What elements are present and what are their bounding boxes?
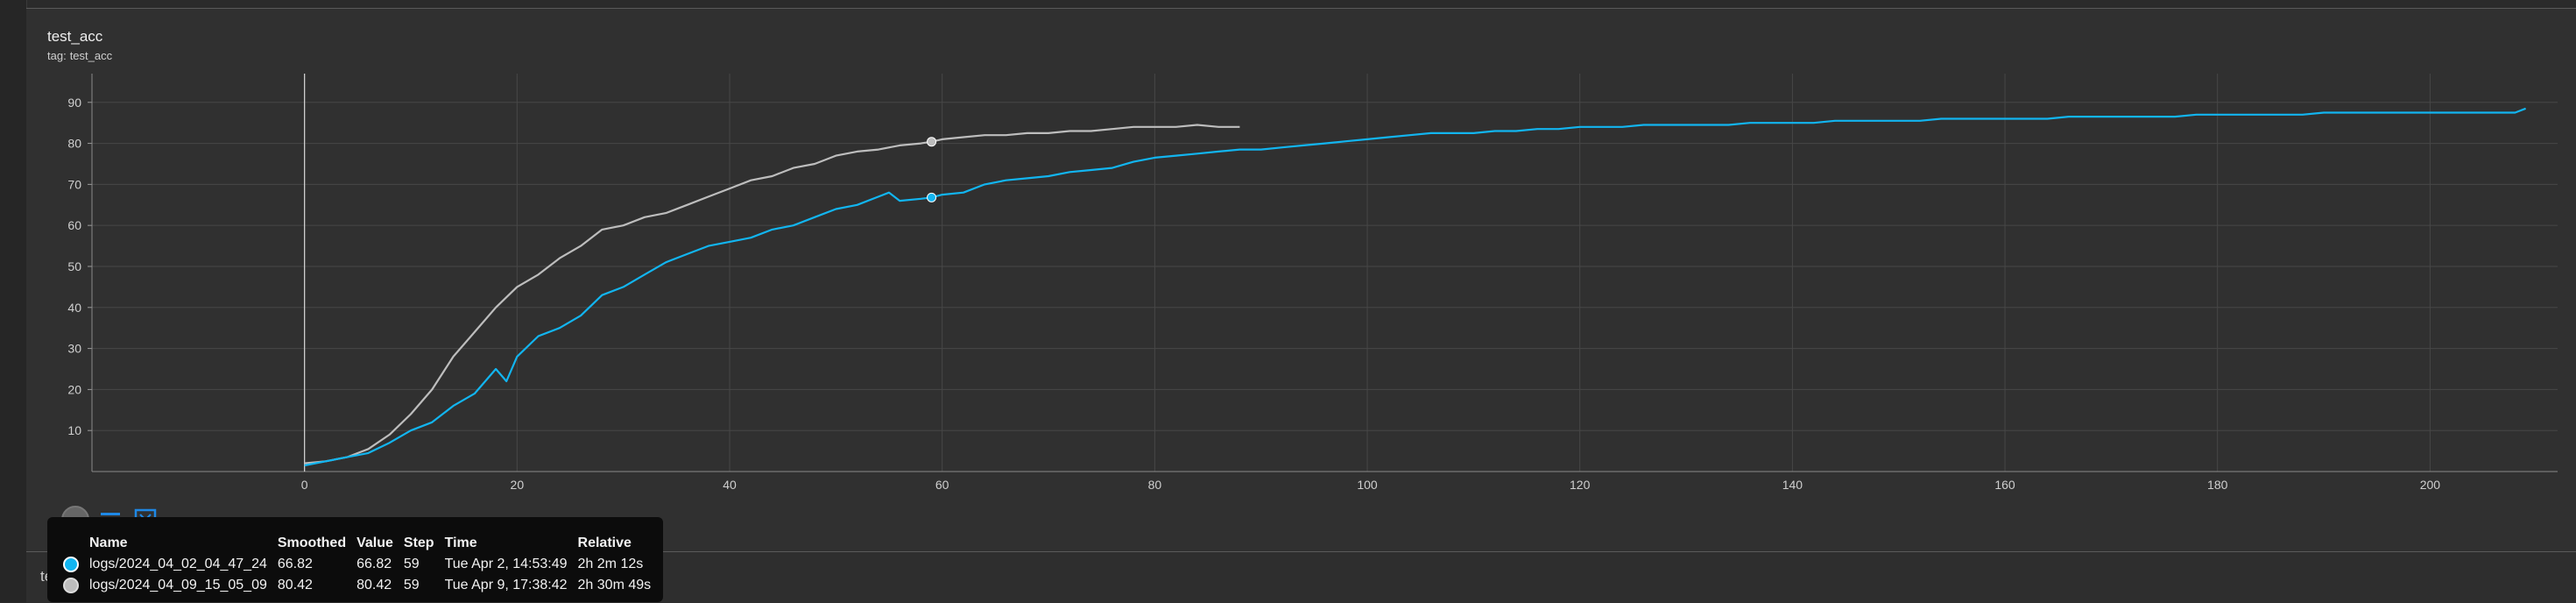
- tooltip-run-name: logs/2024_04_02_04_47_24: [89, 557, 267, 572]
- y-tick-label: 10: [67, 423, 81, 437]
- grid: [92, 74, 2558, 472]
- y-tick-label: 20: [67, 382, 81, 396]
- tooltip-header-name: Name: [89, 536, 128, 550]
- left-strip: [0, 0, 27, 602]
- x-tick-label: 20: [511, 478, 525, 492]
- tooltip-smoothed: 80.42: [277, 578, 313, 593]
- tooltip-relative: 2h 2m 12s: [577, 557, 644, 572]
- run-color-dot-icon: [63, 557, 79, 572]
- y-tick-label: 70: [67, 177, 81, 191]
- tooltip-relative: 2h 30m 49s: [577, 578, 652, 593]
- tooltip-header-row: Name Smoothed Value Step Time Relative: [58, 533, 656, 554]
- x-tick-label: 120: [1570, 478, 1591, 492]
- y-tick-label: 60: [67, 218, 81, 232]
- series-lines: [304, 107, 2526, 467]
- tooltip-time: Tue Apr 9, 17:38:42: [444, 578, 568, 593]
- x-tick-label: 100: [1357, 478, 1378, 492]
- tooltip-time: Tue Apr 2, 14:53:49: [444, 557, 568, 572]
- y-tick-label: 40: [67, 301, 81, 315]
- hover-point: [927, 192, 937, 202]
- chart-tag-label: tag:: [47, 49, 67, 62]
- hover-tooltip: Name Smoothed Value Step Time Relative l…: [47, 517, 663, 602]
- run-color-dot-icon: [63, 578, 79, 594]
- tooltip-table: Name Smoothed Value Step Time Relative l…: [58, 533, 656, 596]
- tooltip-value: 80.42: [356, 578, 392, 593]
- chart-title: test_acc: [47, 28, 103, 45]
- tooltip-header-step: Step: [403, 536, 434, 550]
- chart-tag-value: test_acc: [69, 49, 113, 62]
- x-tick-label: 0: [301, 478, 308, 492]
- tooltip-run-name: logs/2024_04_09_15_05_09: [89, 578, 267, 593]
- tooltip-header-time: Time: [444, 536, 477, 550]
- x-tick-label: 160: [1994, 478, 2015, 492]
- y-tick-label: 90: [67, 96, 81, 110]
- x-tick-label: 140: [1782, 478, 1803, 492]
- tooltip-header-color: [58, 533, 84, 554]
- tooltip-smoothed: 66.82: [277, 557, 313, 572]
- tooltip-header-relative: Relative: [577, 536, 632, 550]
- x-tick-label: 180: [2207, 478, 2228, 492]
- tooltip-header-smoothed: Smoothed: [277, 536, 347, 550]
- x-tick-label: 40: [723, 478, 737, 492]
- tooltip-step: 59: [403, 557, 420, 572]
- x-tick-label: 80: [1148, 478, 1162, 492]
- chart-card: test_acc tag: test_acc 0 20 40 60 80 100 120 140…: [26, 8, 2576, 553]
- tooltip-header-value: Value: [356, 536, 393, 550]
- tooltip-row: logs/2024_04_09_15_05_09 80.42 80.42 59 …: [58, 575, 656, 596]
- tooltip-row: logs/2024_04_02_04_47_24 66.82 66.82 59 …: [58, 554, 656, 575]
- run-color-swatch: [58, 554, 84, 575]
- y-tick-label: 80: [67, 137, 81, 151]
- hover-point: [927, 137, 937, 147]
- axes: 0 20 40 60 80 100 120 140 160 180 200 10 20 30 40 50 60 7…: [67, 74, 2558, 492]
- line-chart[interactable]: 0 20 40 60 80 100 120 140 160 180 200 10 20 30 40 50 60 7…: [26, 9, 2576, 500]
- tooltip-value: 66.82: [356, 557, 392, 572]
- x-tick-label: 200: [2420, 478, 2441, 492]
- series-line: [304, 107, 2526, 467]
- y-tick-label: 30: [67, 342, 81, 356]
- series-line: [304, 124, 1240, 465]
- x-tick-label: 60: [935, 478, 949, 492]
- tooltip-step: 59: [403, 578, 420, 593]
- chart-tag: tag: test_acc: [47, 49, 112, 62]
- run-color-swatch: [58, 575, 84, 596]
- y-tick-label: 50: [67, 259, 81, 273]
